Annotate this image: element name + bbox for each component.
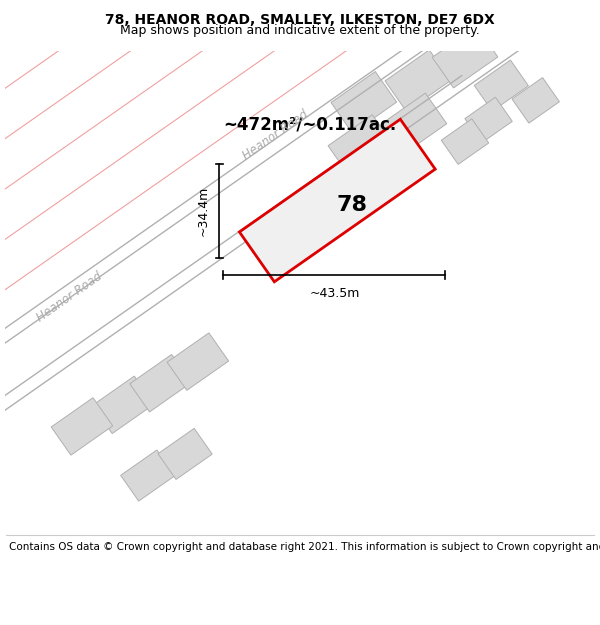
Text: 78: 78 [337, 196, 368, 216]
Polygon shape [239, 119, 435, 282]
Polygon shape [432, 26, 498, 88]
Polygon shape [385, 50, 451, 111]
Polygon shape [331, 71, 397, 133]
Polygon shape [512, 78, 559, 123]
Text: 78, HEANOR ROAD, SMALLEY, ILKESTON, DE7 6DX: 78, HEANOR ROAD, SMALLEY, ILKESTON, DE7 … [105, 12, 495, 27]
Text: ~34.4m: ~34.4m [197, 186, 209, 236]
Polygon shape [121, 450, 175, 501]
Polygon shape [328, 115, 394, 176]
Text: Heanor Road: Heanor Road [240, 107, 311, 162]
Polygon shape [465, 98, 512, 142]
Polygon shape [474, 60, 529, 111]
Polygon shape [130, 354, 191, 412]
Polygon shape [92, 376, 154, 434]
Polygon shape [158, 428, 212, 479]
Text: Heanor Road: Heanor Road [34, 269, 104, 324]
Polygon shape [167, 333, 229, 391]
Polygon shape [51, 398, 113, 455]
Polygon shape [381, 93, 447, 155]
Text: Contains OS data © Crown copyright and database right 2021. This information is : Contains OS data © Crown copyright and d… [9, 542, 600, 552]
Text: Map shows position and indicative extent of the property.: Map shows position and indicative extent… [120, 24, 480, 37]
Text: ~472m²/~0.117ac.: ~472m²/~0.117ac. [223, 116, 397, 134]
Text: ~43.5m: ~43.5m [309, 287, 359, 300]
Polygon shape [441, 119, 489, 164]
